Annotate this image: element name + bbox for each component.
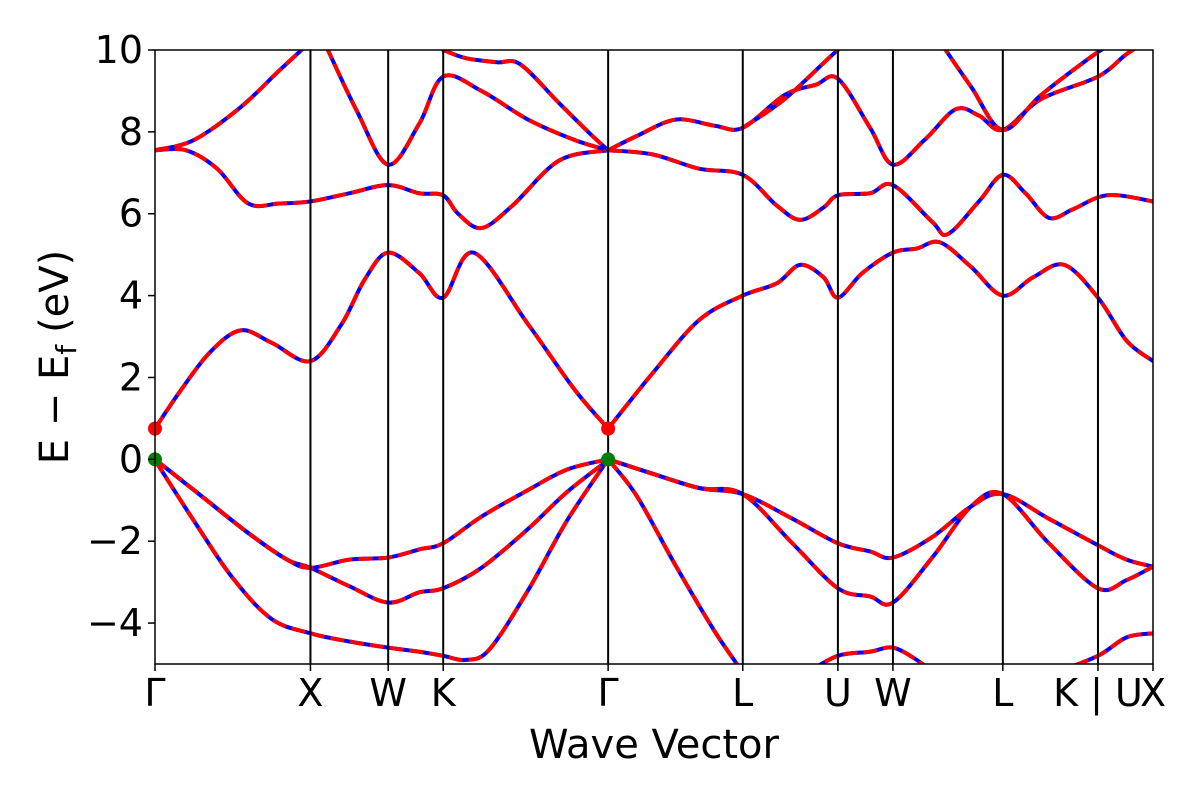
band-12-dft-line bbox=[155, 50, 305, 153]
band-3-interpolated-line bbox=[607, 457, 1153, 569]
band-12-interpolated-line bbox=[155, 50, 305, 153]
band-13-interpolated-line bbox=[325, 50, 609, 167]
x-tick-label: X bbox=[1140, 671, 1166, 715]
x-axis-label: Wave Vector bbox=[529, 722, 780, 768]
bands-layer bbox=[155, 50, 1153, 664]
x-tick-label: U bbox=[824, 671, 852, 715]
band-13-dft-line bbox=[325, 50, 611, 167]
band-edge-markers bbox=[148, 421, 616, 467]
x-tick-label: K | U bbox=[1053, 671, 1143, 716]
band-17-interpolated-line bbox=[943, 50, 1105, 132]
x-tick-label: Γ bbox=[144, 671, 165, 715]
vbm-marker bbox=[601, 452, 616, 467]
x-tick-label: W bbox=[874, 671, 912, 715]
band-11-dft-line bbox=[606, 148, 1153, 237]
y-tick-label: 4 bbox=[119, 274, 143, 318]
y-axis-label-subscript: f bbox=[50, 344, 83, 355]
y-tick-label: 10 bbox=[95, 28, 143, 72]
band-1-dft-line bbox=[155, 457, 611, 605]
x-tick-label: L bbox=[992, 671, 1013, 715]
band-10-interpolated-line bbox=[155, 146, 609, 231]
y-tick-label: 2 bbox=[119, 355, 143, 399]
plot-frame bbox=[154, 49, 1154, 665]
x-tick-label: Γ bbox=[598, 671, 619, 715]
band-9-dft-line bbox=[606, 239, 1153, 431]
band-16-interpolated-line bbox=[741, 50, 842, 130]
y-tick-label: −4 bbox=[87, 601, 143, 645]
band-1-interpolated-line bbox=[155, 457, 610, 605]
y-tick-label: 6 bbox=[119, 192, 143, 236]
y-axis-label: E − Ef (eV) bbox=[32, 250, 83, 465]
band-2-interpolated-line bbox=[155, 457, 609, 570]
band-7-interpolated-line bbox=[1072, 631, 1153, 664]
band-11-interpolated-line bbox=[607, 148, 1153, 237]
y-axis-ticks: −4 −2 0 2 4 6 8 10 bbox=[87, 28, 155, 645]
x-tick-label: W bbox=[369, 671, 407, 715]
y-axis-label-main: E − E bbox=[32, 355, 78, 465]
band-5-interpolated-line bbox=[606, 458, 740, 664]
band-3-dft-line bbox=[606, 457, 1153, 569]
y-tick-label: −2 bbox=[87, 519, 143, 563]
band-6-interpolated-line bbox=[817, 645, 926, 664]
high-symmetry-lines bbox=[309, 50, 1099, 664]
band-8-interpolated-line bbox=[155, 250, 610, 430]
band-14-dft-line bbox=[441, 50, 611, 153]
band-15-interpolated-line bbox=[607, 50, 1137, 167]
x-tick-label: K bbox=[431, 671, 457, 715]
band-0-interpolated-line bbox=[155, 458, 610, 663]
y-tick-label: 8 bbox=[119, 110, 143, 154]
x-tick-label: L bbox=[732, 671, 753, 715]
y-tick-label: 0 bbox=[119, 437, 143, 481]
band-14-interpolated-line bbox=[442, 50, 610, 152]
x-tick-label: X bbox=[297, 671, 323, 715]
y-axis-label-unit: (eV) bbox=[32, 250, 78, 333]
cbm-marker bbox=[601, 421, 616, 436]
